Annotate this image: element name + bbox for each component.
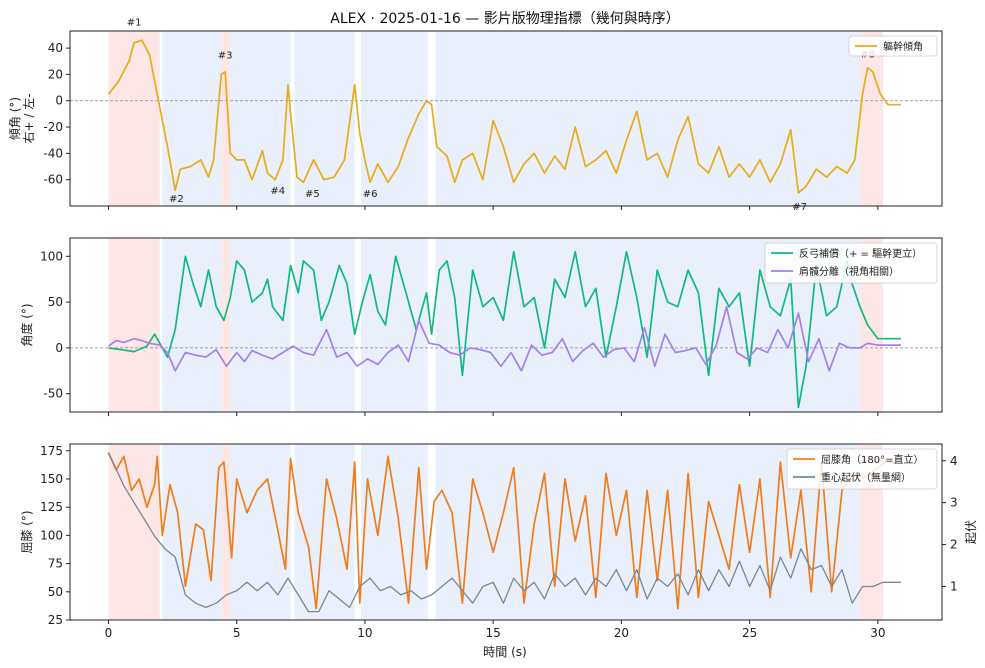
series-line-2-2 <box>108 305 901 372</box>
y-right-tick-label: 4 <box>950 454 958 468</box>
y-tick-label: 40 <box>48 41 63 55</box>
segment-red-1 <box>108 238 160 412</box>
x-tick-label: 20 <box>614 626 629 640</box>
segment-blue-2 <box>162 444 222 620</box>
y-tick-label: -20 <box>43 120 63 134</box>
y-axis-sublabel: 右+ / 左- <box>21 93 36 143</box>
legend-box <box>848 35 938 57</box>
y-tick-label: 50 <box>48 585 63 599</box>
chart-panel-2: -50 0 50 100 角度 (°) 反弓補償（+ = 驅幹更立） 肩髖分離（視角相關） <box>19 237 943 416</box>
legend-label: 反弓補償（+ = 驅幹更立） <box>799 247 922 260</box>
y-tick-label: -60 <box>43 173 63 187</box>
segment-blue-6 <box>361 444 428 620</box>
figure-title: ALEX · 2025-01-16 — 影片版物理指標（幾何與時序） <box>330 11 679 27</box>
y-tick-label: 0 <box>55 341 63 355</box>
segment-red-1 <box>108 31 160 206</box>
annotation-label: #7 <box>792 202 807 213</box>
segment-blue-4 <box>230 31 291 206</box>
segment-blue-2 <box>162 31 222 206</box>
segment-blue-5 <box>294 238 355 412</box>
legend-label: 重心起伏（無量綱） <box>821 471 911 484</box>
legend-label: 屈膝角（180°=直立） <box>821 453 923 466</box>
y-right-axis-label: 起伏 <box>964 520 978 544</box>
segment-blue-5 <box>294 31 355 206</box>
segment-blue-4 <box>230 444 291 620</box>
y-axis-label: 角度 (°) <box>19 303 34 346</box>
series-line-3-1 <box>107 452 901 610</box>
y-tick-label: 150 <box>40 472 63 486</box>
y-tick-label: 0 <box>55 94 63 108</box>
annotation-label: #3 <box>218 51 233 62</box>
segment-red-3 <box>221 31 231 206</box>
y-tick-label: -50 <box>43 387 63 401</box>
segment-blue-4 <box>230 238 291 412</box>
y-tick-label: 50 <box>48 295 63 309</box>
x-axis-label: 時間 (s) <box>483 645 526 659</box>
series-line-3-2 <box>107 452 901 613</box>
y-axis-label: 屈膝 (°) <box>20 510 34 553</box>
y-right-tick-label: 2 <box>950 538 958 552</box>
y-tick-label: -40 <box>43 146 63 160</box>
plot-frame <box>69 237 943 413</box>
annotation-label: #1 <box>127 18 142 29</box>
legend-label: 肩髖分離（視角相關） <box>799 265 899 278</box>
legend: 反弓補償（+ = 驅幹更立） 肩髖分離（視角相關） <box>764 242 938 284</box>
series-line-2-1 <box>108 250 901 409</box>
y-tick-label: 75 <box>48 557 63 571</box>
annotation-label: #4 <box>270 186 285 197</box>
segment-red-3 <box>221 444 231 620</box>
y-right-tick-label: 3 <box>950 496 958 510</box>
x-tick-label: 5 <box>233 626 241 640</box>
x-tick-label: 25 <box>742 626 757 640</box>
y-right-tick-label: 1 <box>950 579 958 593</box>
segment-red-3 <box>221 238 231 412</box>
legend: 軀幹傾角 <box>848 35 938 57</box>
legend-box <box>764 242 938 284</box>
legend-box <box>786 448 938 490</box>
segment-red-1 <box>108 444 160 620</box>
annotation-label: #2 <box>169 194 184 205</box>
plot-frame <box>69 30 943 207</box>
x-tick-label: 10 <box>357 626 372 640</box>
x-tick-label: 15 <box>486 626 501 640</box>
y-tick-label: 100 <box>40 249 63 263</box>
y-axis-label: 傾角 (°) <box>8 97 22 140</box>
y-tick-label: 175 <box>40 444 63 458</box>
segment-blue-7 <box>435 31 860 206</box>
chart-panel-3: 25 50 75 100 125 150 175 1 2 3 4 0 5 10 15 20 25 30 屈膝 (°)… <box>20 443 978 640</box>
legend: 屈膝角（180°=直立） 重心起伏（無量綱） <box>786 448 938 490</box>
y-tick-label: 20 <box>48 67 63 81</box>
segment-blue-2 <box>162 238 222 412</box>
y-tick-label: 25 <box>48 613 63 627</box>
x-tick-label: 30 <box>870 626 885 640</box>
y-tick-label: 100 <box>40 528 63 542</box>
annotation-label: #5 <box>305 189 320 200</box>
y-tick-label: 125 <box>40 500 63 514</box>
annotation-label: #6 <box>363 189 378 200</box>
legend-label: 軀幹傾角 <box>883 40 923 53</box>
x-tick-label: 0 <box>105 626 113 640</box>
series-line-1-1 <box>107 39 901 194</box>
plot-frame <box>69 443 943 621</box>
